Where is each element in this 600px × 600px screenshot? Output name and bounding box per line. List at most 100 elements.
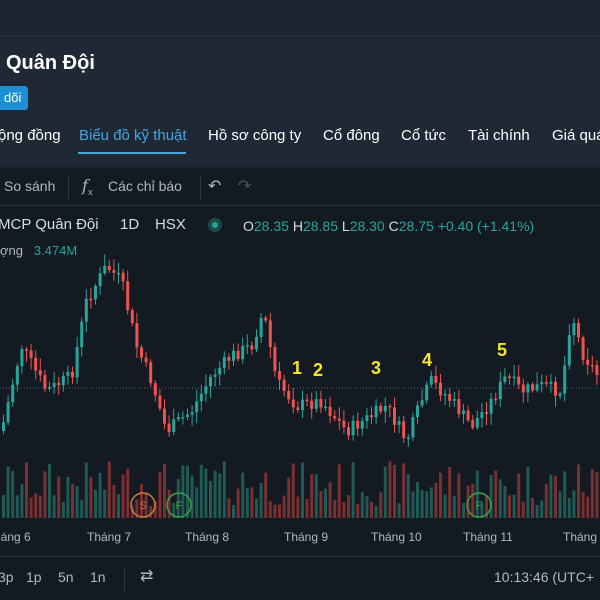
- candle: [52, 382, 56, 388]
- volume-bar: [508, 495, 511, 518]
- volume-bar: [521, 501, 525, 518]
- candle: [577, 323, 580, 338]
- volume-readout: ợng 3.474M: [0, 243, 78, 258]
- volume-bar: [379, 492, 383, 518]
- function-icon[interactable]: fx: [82, 176, 93, 199]
- candle: [586, 359, 590, 365]
- candle: [264, 317, 268, 321]
- tab-price-history[interactable]: Giá quá: [552, 127, 600, 144]
- volume-bar: [199, 464, 203, 518]
- volume-bar: [517, 473, 521, 518]
- candle: [153, 383, 157, 396]
- candle: [462, 410, 465, 415]
- candle: [195, 401, 199, 413]
- tab-community[interactable]: ộng đồng: [0, 127, 61, 144]
- candle: [439, 382, 442, 396]
- range-5n[interactable]: 5n: [58, 569, 74, 585]
- volume-bar: [43, 471, 47, 518]
- volume-bar: [278, 504, 281, 518]
- volume-bar: [241, 472, 245, 518]
- bottom-bar: 3p 1p 5n 1n ⇄ 10:13:46 (UTC+: [0, 556, 600, 600]
- indicators-button[interactable]: Các chỉ báo: [108, 178, 182, 194]
- volume-bar: [34, 493, 38, 518]
- stock-header: [0, 36, 600, 164]
- active-tab-indicator: [78, 152, 186, 154]
- follow-badge[interactable]: dõi: [0, 86, 29, 110]
- volume-bar: [163, 464, 166, 518]
- x-tick-label: Tháng 9: [284, 530, 328, 544]
- volume-bar: [535, 504, 539, 518]
- volume-bar: [480, 502, 484, 518]
- candle: [544, 382, 548, 384]
- candle: [434, 375, 438, 383]
- candle: [503, 376, 507, 382]
- volume-bar: [259, 483, 263, 518]
- candle: [429, 375, 433, 385]
- candle: [457, 398, 461, 415]
- candle: [305, 399, 309, 402]
- volume-bar: [305, 498, 309, 518]
- candle: [186, 414, 189, 418]
- candle: [232, 350, 235, 361]
- redo-icon[interactable]: ↷: [238, 178, 252, 195]
- chart-toolbar: So sánh fx Các chỉ báo ↶ ↷: [0, 168, 600, 206]
- candle: [296, 407, 300, 410]
- range-1p[interactable]: 1p: [26, 569, 42, 585]
- tab-dividends[interactable]: Cổ tức: [401, 127, 447, 144]
- volume-bar: [268, 501, 272, 518]
- range-1n[interactable]: 1n: [90, 569, 106, 585]
- volume-bar: [411, 491, 415, 518]
- candle: [388, 405, 392, 408]
- volume-bar: [209, 481, 212, 518]
- volume-bar: [140, 484, 143, 518]
- date-range-icon[interactable]: ⇄: [140, 568, 154, 585]
- candle: [567, 335, 571, 366]
- candle: [416, 405, 419, 418]
- volume-bar: [383, 466, 387, 518]
- candle: [29, 350, 33, 358]
- candle: [471, 420, 475, 428]
- candle: [245, 345, 249, 347]
- tab-technical-chart[interactable]: Biểu đồ kỹ thuật: [79, 127, 187, 144]
- candle: [84, 298, 88, 322]
- candle: [554, 381, 557, 396]
- undo-icon[interactable]: ↶: [208, 178, 222, 195]
- volume-bar: [48, 464, 51, 518]
- compare-button[interactable]: So sánh: [4, 178, 56, 194]
- candle: [11, 384, 15, 403]
- candle: [140, 347, 143, 358]
- bottom-divider: [124, 567, 125, 591]
- candle: [379, 405, 383, 412]
- interval-label[interactable]: 1D: [120, 216, 140, 233]
- candle: [15, 366, 19, 385]
- candlestick-chart[interactable]: háng 6 Tháng 7 Tháng 8 Tháng 9 Tháng 10 Tháng…: [0, 206, 600, 556]
- candle: [149, 362, 153, 384]
- volume-bar: [245, 488, 249, 518]
- x-tick-label: Tháng: [563, 530, 597, 544]
- volume-bar: [172, 502, 176, 518]
- candle: [61, 375, 65, 386]
- volume-bar: [107, 461, 111, 518]
- candle: [406, 437, 410, 440]
- candle: [43, 375, 47, 389]
- candle: [517, 376, 521, 385]
- candle: [374, 405, 378, 418]
- candle: [581, 337, 585, 360]
- tab-shareholders[interactable]: Cổ đông: [323, 127, 380, 144]
- tab-company-profile[interactable]: Hồ sơ công ty: [208, 127, 302, 144]
- volume-bar: [213, 470, 217, 518]
- candle: [130, 310, 134, 324]
- range-3p[interactable]: 3p: [0, 569, 14, 585]
- volume-bar: [98, 472, 102, 518]
- event-marker-label: F: [476, 500, 483, 512]
- candle: [393, 407, 396, 425]
- volume-bar: [190, 475, 194, 518]
- volume-bar: [2, 495, 5, 518]
- candle: [6, 402, 10, 423]
- volume-bar: [25, 462, 28, 518]
- candle: [397, 421, 401, 425]
- volume-bar: [549, 474, 553, 518]
- candle: [337, 418, 341, 421]
- candle: [167, 423, 171, 432]
- tab-financials[interactable]: Tài chính: [468, 127, 530, 144]
